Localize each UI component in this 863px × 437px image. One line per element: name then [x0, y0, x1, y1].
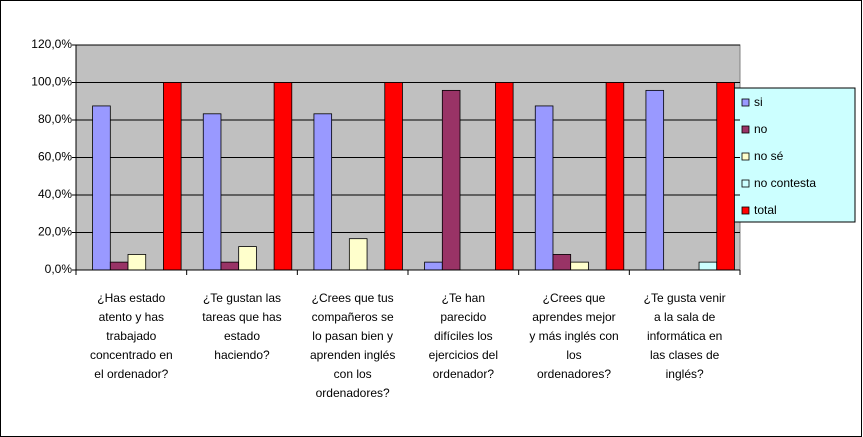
bar	[238, 246, 257, 271]
y-tick-label: 120,0%	[31, 37, 72, 51]
bar	[495, 82, 514, 271]
x-tick-label: ¿Crees que	[543, 291, 606, 305]
x-tick-label: compañeros se	[312, 310, 394, 324]
bar	[313, 113, 333, 271]
y-tick-label: 60,0%	[38, 150, 72, 164]
x-tick-label: con los	[334, 367, 372, 381]
x-tick-label: ¿Crees que tus	[312, 291, 394, 305]
legend-label: total	[754, 203, 777, 217]
x-tick-label: ¿Te gustan las	[203, 291, 281, 305]
x-tick-label: parecido	[440, 310, 486, 324]
x-tick-label: aprenden inglés	[310, 348, 395, 362]
x-tick-label: inglés?	[666, 367, 704, 381]
x-tick-label: el ordenador?	[94, 367, 168, 381]
bar	[109, 261, 129, 271]
legend-label: no contesta	[754, 176, 816, 190]
x-tick-label: ¿Te han	[442, 291, 485, 305]
y-tick-label: 80,0%	[38, 112, 72, 126]
x-tick-label: estado	[224, 329, 260, 343]
x-tick-label: las clases de	[650, 348, 720, 362]
x-tick-label: haciendo?	[214, 348, 270, 362]
legend-label: si	[754, 95, 763, 109]
x-tick-label: concentrado en	[90, 348, 173, 362]
bar	[348, 238, 368, 271]
x-tick-label: tareas que has	[202, 310, 281, 324]
bar	[605, 82, 625, 271]
y-tick-label: 40,0%	[38, 187, 72, 201]
bar	[424, 261, 443, 271]
legend-swatch	[741, 179, 750, 188]
x-tick-label: ordenadores?	[537, 367, 611, 381]
x-tick-label: aprendes mejor	[532, 310, 615, 324]
y-tick-label: 100,0%	[31, 75, 72, 89]
bar	[534, 105, 554, 271]
x-tick-label: ordenador?	[433, 367, 495, 381]
legend-swatch	[741, 98, 750, 107]
x-tick-label: difíciles los	[434, 329, 493, 343]
bar	[698, 261, 718, 271]
x-tick-label: lo pasan bien y	[312, 329, 393, 343]
x-tick-label: ordenadores?	[316, 386, 390, 400]
x-tick-label: ¿Te gusta venir	[644, 291, 726, 305]
bar	[570, 261, 589, 271]
x-tick-label: y más inglés con	[529, 329, 618, 343]
bar	[384, 82, 403, 271]
bar	[163, 82, 182, 271]
y-tick-label: 0,0%	[45, 262, 73, 276]
bar	[716, 82, 735, 271]
x-tick-label: atento y has	[99, 310, 164, 324]
x-tick-label: ejercicios del	[429, 348, 498, 362]
bar	[273, 82, 293, 271]
legend-label: no	[754, 122, 768, 136]
bar	[552, 254, 572, 271]
y-tick-label: 20,0%	[38, 225, 72, 239]
x-tick-label: a la sala de	[654, 310, 716, 324]
bar	[92, 105, 111, 271]
bar	[220, 261, 240, 271]
x-tick-label: los	[566, 348, 581, 362]
bar	[202, 113, 222, 271]
x-tick-label: informática en	[647, 329, 722, 343]
x-tick-label: ¿Has estado	[97, 291, 165, 305]
bar	[441, 89, 461, 271]
bar	[127, 254, 147, 271]
legend-swatch	[741, 206, 750, 215]
legend-swatch	[741, 125, 750, 134]
x-tick-label: trabajado	[106, 329, 156, 343]
legend-box	[733, 87, 856, 223]
legend-swatch	[741, 152, 750, 161]
bar	[645, 89, 665, 271]
legend-label: no sé	[754, 149, 784, 163]
